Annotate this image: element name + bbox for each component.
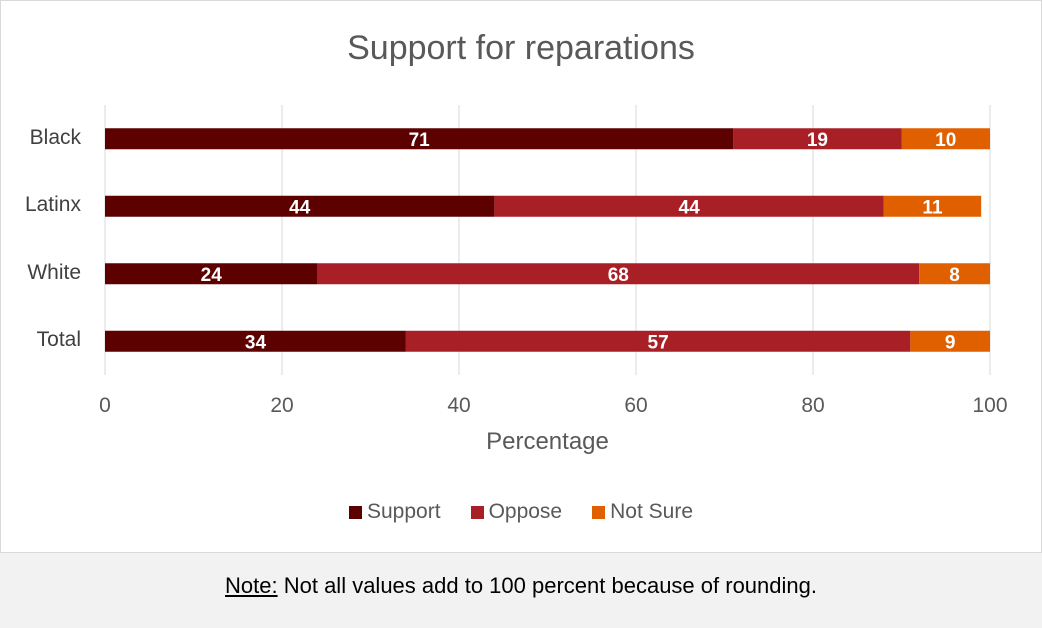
legend-item-not-sure: Not Sure (592, 500, 693, 524)
bar-total-oppose (405, 330, 911, 352)
y-label-black: Black (29, 125, 81, 149)
bar-black-not-sure (901, 128, 990, 150)
bar-latinx-support (105, 195, 495, 217)
chart-plot: 71 19 10 44 44 11 24 68 8 34 57 9 (104, 105, 991, 375)
legend-item-oppose: Oppose (470, 500, 563, 524)
data-label-white-not-sure: 8 (949, 265, 960, 286)
bar-total-support (105, 330, 406, 352)
data-label-total-support: 34 (245, 332, 267, 353)
x-tick-100: 100 (972, 394, 1008, 417)
bar-white-oppose (317, 263, 920, 285)
chart-title: Support for reparations (347, 29, 695, 67)
legend-swatch (592, 505, 606, 519)
data-label-total-not-sure: 9 (945, 332, 956, 353)
x-tick-60: 60 (624, 394, 648, 417)
y-label-latinx: Latinx (24, 193, 81, 217)
note-text: Not all values add to 100 percent becaus… (277, 573, 817, 598)
data-label-white-oppose: 68 (608, 265, 629, 286)
bar-latinx-oppose (494, 195, 884, 217)
y-label-total: Total (36, 328, 81, 352)
x-tick-40: 40 (447, 394, 471, 417)
note-label: Note: (225, 573, 278, 598)
bar-latinx-not-sure (883, 195, 982, 217)
legend-swatch (470, 505, 484, 519)
footnote: Note: Not all values add to 100 percent … (0, 573, 1042, 599)
x-tick-0: 0 (99, 394, 111, 417)
data-label-latinx-not-sure: 11 (922, 197, 943, 218)
bar-black-support (105, 128, 734, 150)
legend-item-support: Support (349, 500, 441, 524)
data-label-black-support: 71 (409, 130, 431, 151)
data-label-black-not-sure: 10 (935, 130, 956, 151)
x-tick-20: 20 (270, 394, 294, 417)
legend-swatch (349, 505, 362, 519)
legend-label: Oppose (488, 500, 563, 523)
bar-total-not-sure (910, 330, 990, 352)
data-label-black-oppose: 19 (807, 130, 828, 151)
data-label-white-support: 24 (201, 265, 223, 286)
legend-label: Support (367, 500, 441, 523)
bar-white-support (105, 263, 318, 285)
x-tick-80: 80 (801, 394, 825, 417)
data-label-total-oppose: 57 (648, 332, 669, 353)
data-label-latinx-oppose: 44 (679, 197, 701, 218)
legend: Support Oppose Not Sure (1, 500, 1041, 524)
data-label-latinx-support: 44 (289, 197, 311, 218)
chart-card: Support for reparations 71 19 10 44 44 11 24 68… (0, 0, 1042, 553)
y-label-white: White (27, 260, 81, 284)
bar-white-not-sure (919, 263, 990, 285)
x-axis-title: Percentage (486, 428, 609, 455)
bar-black-oppose (733, 128, 902, 150)
legend-label: Not Sure (610, 500, 693, 523)
